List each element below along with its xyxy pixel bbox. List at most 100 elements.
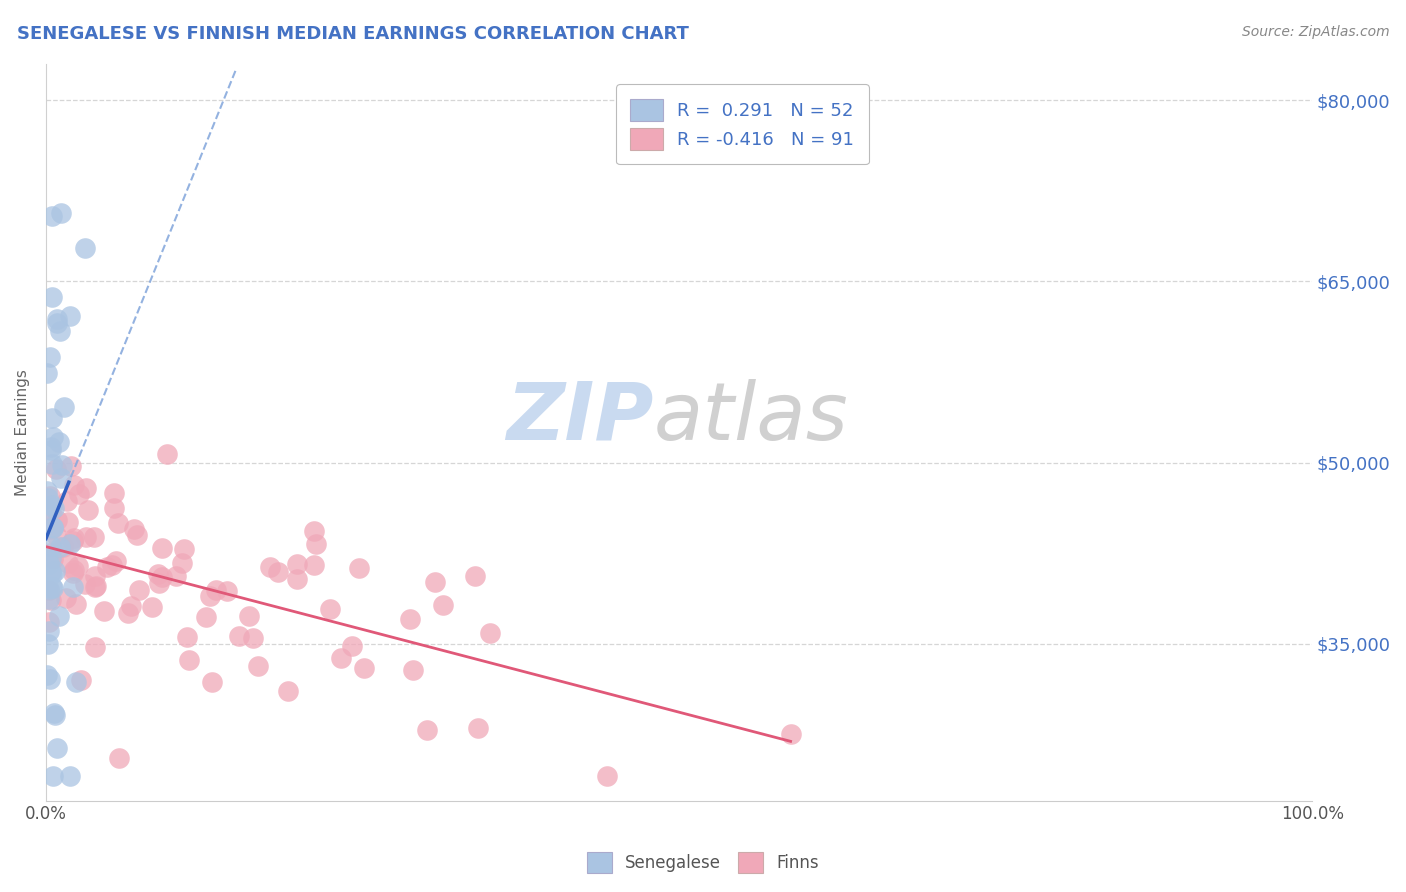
Point [52, 540, 75, 554]
Point [42, 520, 65, 534]
Point [204, 583, 226, 598]
Legend: R =  0.291   N = 52, R = -0.416   N = 91: R = 0.291 N = 52, R = -0.416 N = 91 [616, 84, 869, 164]
Point [59, 459, 82, 474]
Point [117, 607, 139, 621]
Point [259, 560, 281, 574]
Point [59, 769, 82, 783]
Point [150, 570, 173, 584]
Text: SENEGALESE VS FINNISH MEDIAN EARNINGS CORRELATION CHART: SENEGALESE VS FINNISH MEDIAN EARNINGS CO… [17, 25, 689, 43]
Point [84, 580, 107, 594]
Point [41, 210, 63, 224]
Point [124, 523, 146, 537]
Point [42, 552, 65, 566]
Point [56, 516, 79, 530]
Point [228, 629, 250, 643]
Point [63, 563, 86, 577]
Point [41, 567, 63, 582]
Point [148, 575, 170, 590]
Point [217, 583, 239, 598]
Point [266, 566, 288, 580]
Point [55, 591, 77, 605]
Point [105, 554, 128, 568]
Point [42, 706, 65, 721]
Point [45, 461, 67, 475]
Legend: Senegalese, Finns: Senegalese, Finns [581, 846, 825, 880]
Point [41, 411, 63, 425]
Point [285, 572, 308, 586]
Text: atlas: atlas [654, 378, 848, 457]
Point [83, 530, 105, 544]
Point [42, 581, 65, 595]
Point [165, 569, 187, 583]
Point [41, 580, 63, 594]
Point [51, 205, 73, 219]
Point [59, 309, 82, 323]
Point [53, 400, 76, 414]
Point [779, 727, 801, 741]
Point [41, 457, 63, 471]
Point [277, 684, 299, 698]
Point [38, 546, 60, 560]
Point [62, 534, 84, 549]
Point [67, 559, 90, 574]
Point [37, 491, 59, 505]
Point [416, 723, 439, 738]
Point [56, 556, 79, 570]
Point [62, 566, 84, 581]
Point [42, 521, 65, 535]
Point [41, 769, 63, 783]
Point [402, 664, 425, 678]
Point [63, 477, 86, 491]
Point [65, 674, 87, 689]
Point [49, 324, 72, 338]
Point [37, 615, 59, 629]
Point [305, 536, 328, 550]
Point [39, 566, 62, 580]
Point [423, 575, 446, 590]
Point [146, 567, 169, 582]
Point [42, 430, 65, 444]
Point [242, 632, 264, 646]
Point [39, 350, 62, 364]
Point [103, 485, 125, 500]
Point [141, 599, 163, 614]
Point [41, 539, 63, 553]
Point [37, 483, 59, 498]
Point [37, 580, 59, 594]
Point [37, 553, 59, 567]
Point [75, 530, 97, 544]
Point [48, 434, 70, 449]
Point [107, 516, 129, 530]
Point [37, 668, 59, 682]
Point [238, 608, 260, 623]
Text: ZIP: ZIP [506, 378, 654, 457]
Point [75, 481, 97, 495]
Point [128, 582, 150, 597]
Point [127, 528, 149, 542]
Point [464, 569, 486, 583]
Point [479, 626, 502, 640]
Point [63, 531, 86, 545]
Point [432, 598, 454, 612]
Point [596, 769, 619, 783]
Point [467, 721, 489, 735]
Y-axis label: Median Earnings: Median Earnings [15, 369, 30, 496]
Point [44, 707, 66, 722]
Point [246, 658, 269, 673]
Point [38, 558, 60, 572]
Point [101, 558, 124, 573]
Point [46, 741, 69, 756]
Point [37, 367, 59, 381]
Point [46, 513, 69, 527]
Point [44, 564, 66, 578]
Point [93, 604, 115, 618]
Point [59, 537, 82, 551]
Point [38, 624, 60, 638]
Text: Source: ZipAtlas.com: Source: ZipAtlas.com [1241, 25, 1389, 39]
Point [45, 312, 67, 326]
Point [302, 524, 325, 538]
Point [170, 556, 193, 570]
Point [77, 503, 100, 517]
Point [41, 505, 63, 519]
Point [37, 636, 59, 650]
